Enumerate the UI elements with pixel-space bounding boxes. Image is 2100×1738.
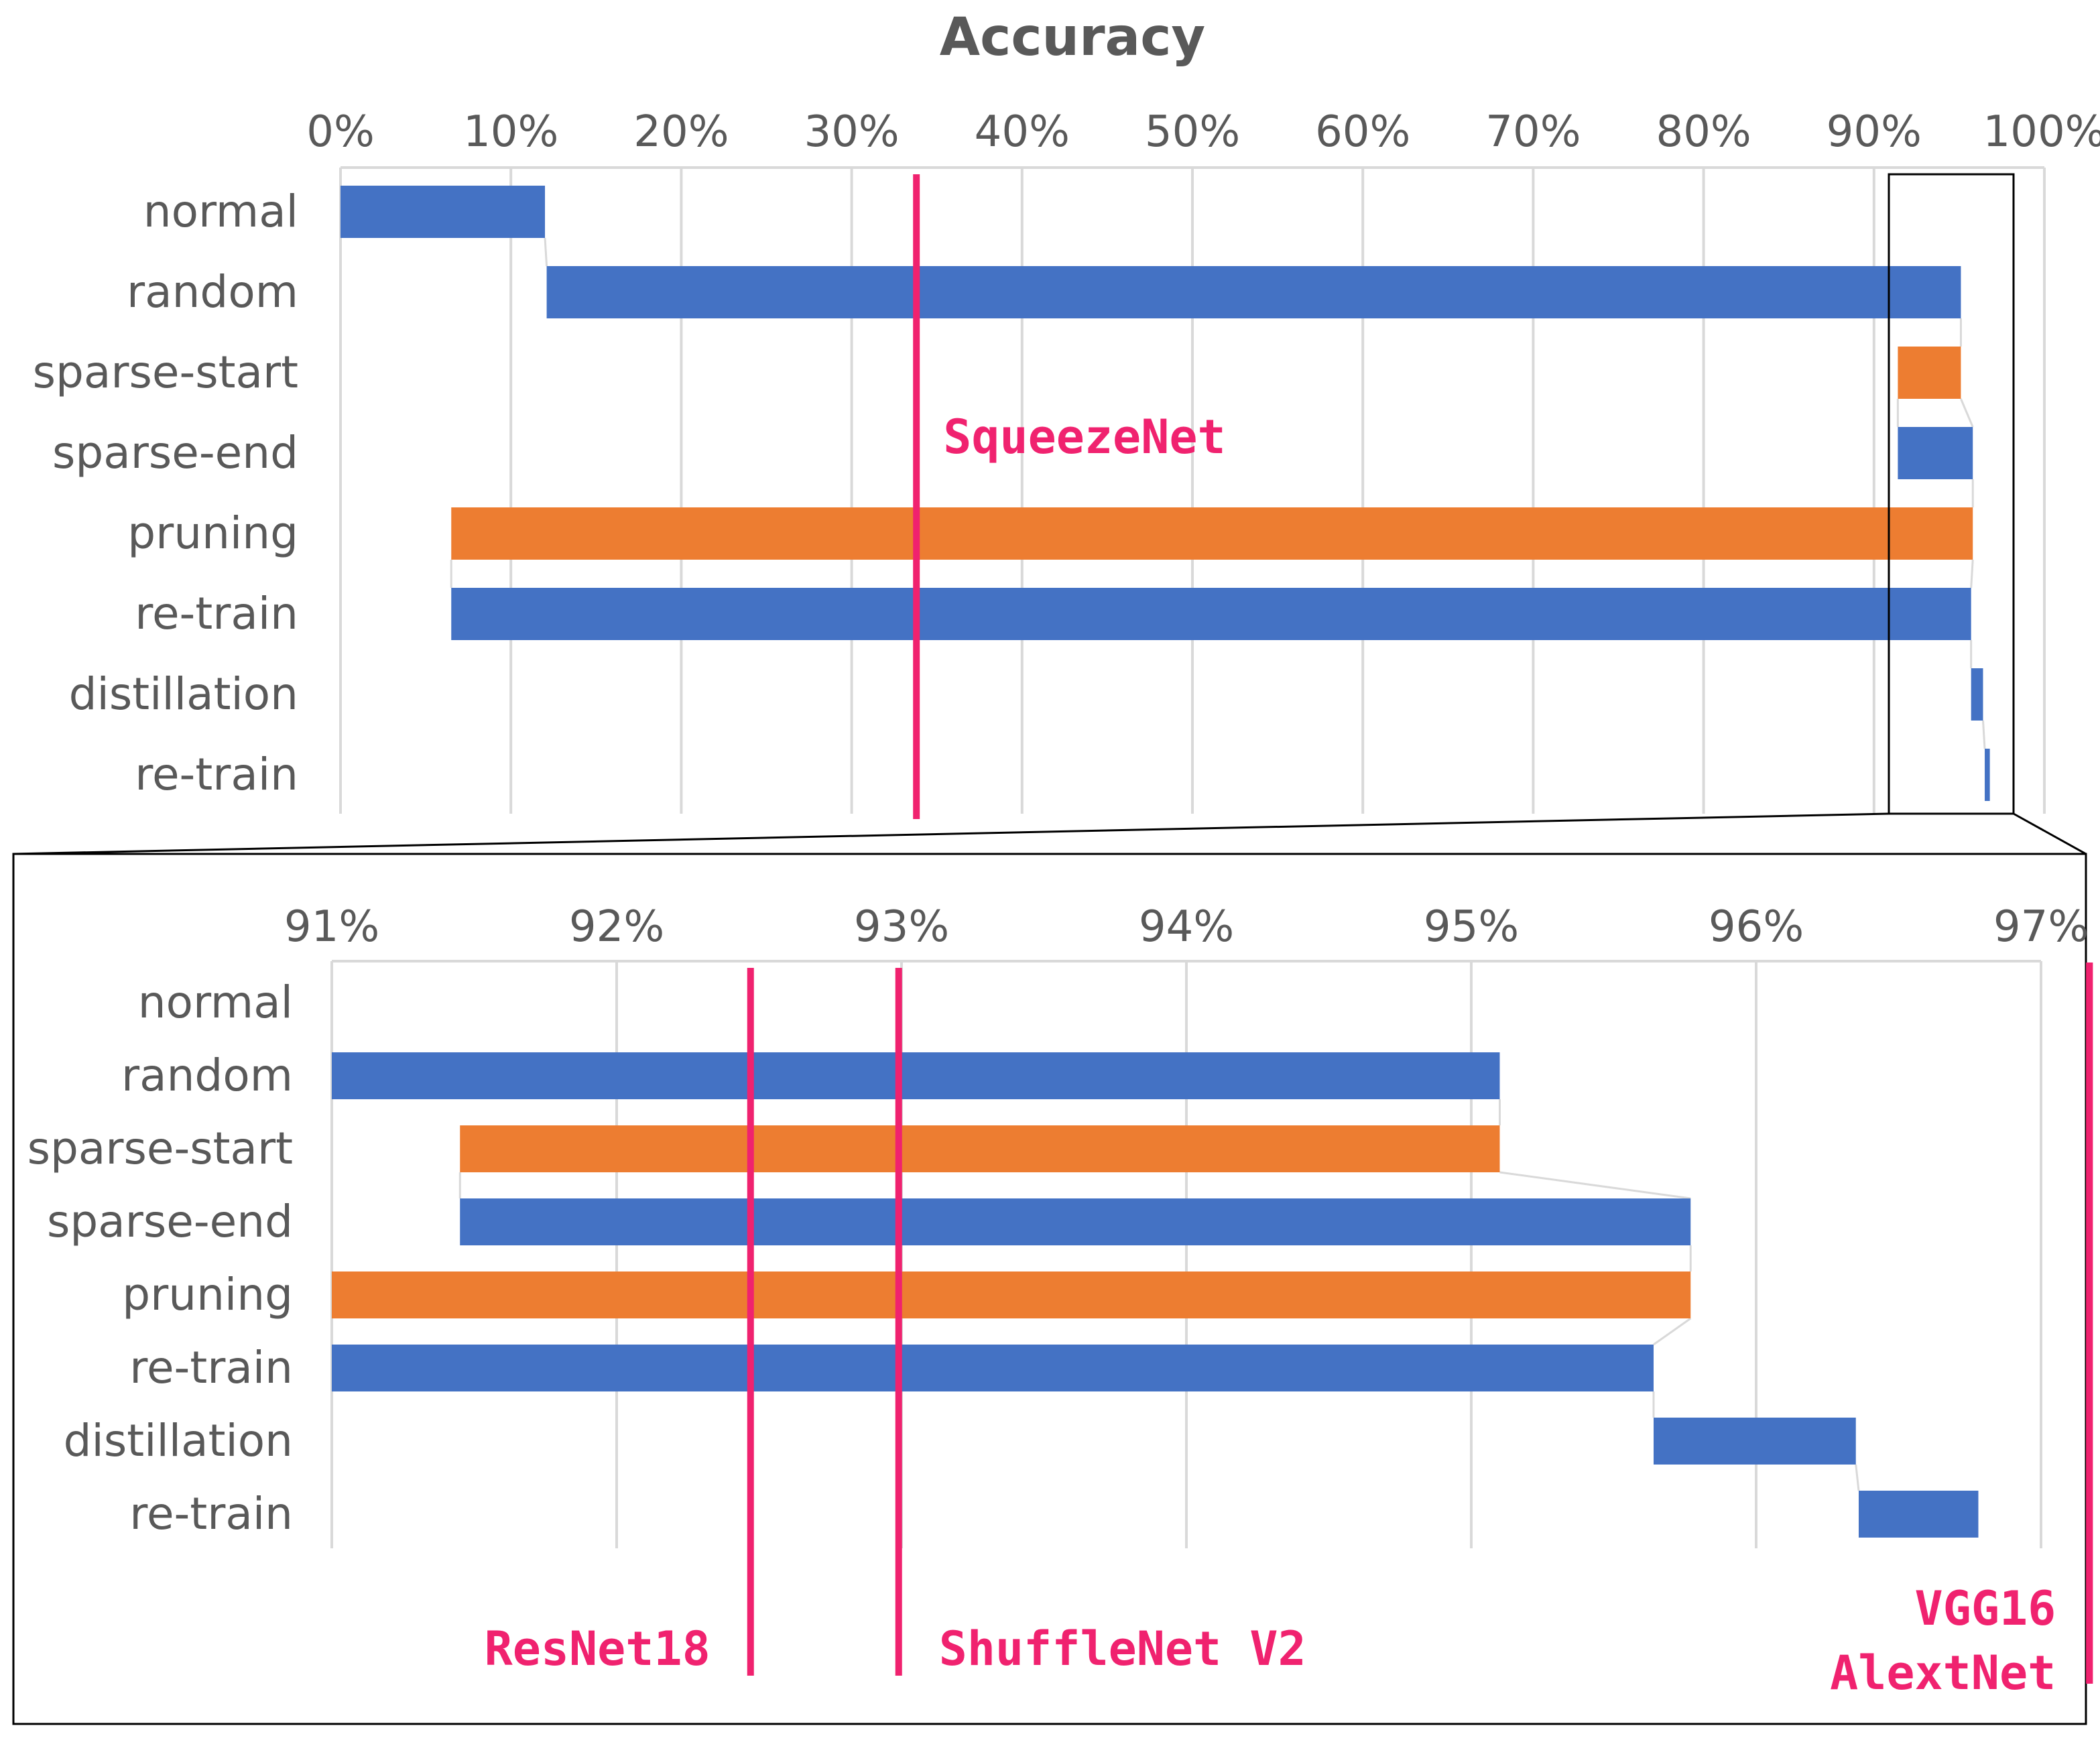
category-label: re-train: [135, 749, 298, 800]
bar: [460, 1125, 1500, 1172]
bar: [1898, 347, 1961, 399]
top-bars: [341, 186, 1990, 801]
x-tick-label: 30%: [804, 107, 899, 157]
category-label: re-train: [129, 1342, 293, 1393]
x-tick-label: 20%: [633, 107, 729, 157]
category-label: sparse-start: [27, 1123, 293, 1174]
chart-title: Accuracy: [940, 7, 1206, 68]
bar-connector: [1970, 559, 1974, 588]
bar-connector: [1499, 1171, 1691, 1200]
reference-label: ShuffleNet V2: [939, 1621, 1306, 1676]
x-tick-label: 0%: [306, 107, 375, 157]
x-tick-label: 40%: [975, 107, 1070, 157]
bar: [1654, 1418, 1856, 1465]
bottom-tick-labels: 91% 92% 93% 94% 95% 96% 97%: [284, 902, 2089, 952]
bar-connector: [1981, 720, 1986, 749]
top-gridlines: [339, 166, 2046, 814]
reference-label: VGG16: [1915, 1581, 2056, 1636]
top-chart: Accuracy 0% 10% 20% 30% 40% 50% 60% 70% 80% 90% 10…: [33, 7, 2100, 819]
category-label: re-train: [129, 1488, 293, 1540]
x-tick-label: 60%: [1315, 107, 1410, 157]
category-label: re-train: [135, 588, 298, 639]
x-tick-label: 10%: [463, 107, 558, 157]
bar: [1985, 749, 1990, 801]
bar-connector: [1960, 398, 1974, 428]
bottom-chart: 91% 92% 93% 94% 95% 96% 97% normal random sparse…: [12, 853, 2093, 1725]
reference-label: AlextNet: [1830, 1646, 2056, 1700]
bar: [332, 1271, 1691, 1318]
category-label: normal: [138, 977, 293, 1028]
category-label: random: [121, 1050, 293, 1101]
category-label: random: [127, 266, 298, 318]
bar: [332, 1345, 1654, 1391]
bar-connector: [544, 237, 548, 267]
category-label: sparse-end: [52, 427, 298, 479]
bar: [1898, 427, 1973, 479]
x-tick-label: 95%: [1424, 902, 1519, 952]
category-label: pruning: [127, 507, 298, 559]
reference-label: SqueezeNet: [943, 410, 1225, 464]
x-tick-label: 80%: [1656, 107, 1751, 157]
x-tick-label: 93%: [854, 902, 949, 952]
top-tick-labels: 0% 10% 20% 30% 40% 50% 60% 70% 80% 90% 100%: [306, 107, 2100, 157]
bar: [460, 1198, 1691, 1245]
bottom-category-labels: normal random sparse-start sparse-end prunin…: [27, 977, 293, 1540]
bar-connector: [1653, 1317, 1692, 1346]
zoom-region-box: [1888, 173, 2015, 815]
zoom-connector-left: [13, 812, 1890, 855]
category-label: sparse-start: [33, 347, 298, 398]
bottom-connectors: [330, 1099, 1860, 1491]
category-label: pruning: [122, 1269, 293, 1320]
x-tick-label: 70%: [1485, 107, 1581, 157]
bar: [1859, 1491, 1979, 1538]
x-tick-label: 91%: [284, 902, 379, 952]
x-tick-label: 50%: [1145, 107, 1240, 157]
category-label: distillation: [64, 1415, 293, 1467]
category-label: normal: [143, 186, 298, 237]
x-tick-label: 96%: [1709, 902, 1804, 952]
bar-connector: [1855, 1464, 1860, 1491]
bar: [451, 588, 1971, 640]
bar: [546, 266, 1961, 318]
x-tick-label: 90%: [1827, 107, 1922, 157]
bar: [451, 507, 1973, 560]
category-label: distillation: [69, 668, 298, 720]
bar: [341, 186, 546, 238]
x-tick-label: 97%: [1993, 902, 2089, 952]
top-category-labels: normal random sparse-start sparse-end prunin…: [33, 186, 298, 800]
bar: [332, 1052, 1500, 1099]
x-tick-label: 94%: [1139, 902, 1234, 952]
zoom-connector-right: [2013, 812, 2087, 855]
reference-label: ResNet18: [485, 1621, 711, 1676]
bottom-bars: [332, 1052, 1979, 1538]
bottom-reference-lines: ResNet18 ShuffleNet V2 VGG16 AlextNet: [485, 963, 2093, 1700]
bar: [1971, 668, 1983, 721]
top-connectors: [450, 237, 1986, 749]
x-tick-label: 92%: [569, 902, 664, 952]
category-label: sparse-end: [47, 1196, 293, 1247]
top-reference-lines: SqueezeNet: [913, 174, 1226, 819]
x-tick-label: 100%: [1983, 107, 2100, 157]
